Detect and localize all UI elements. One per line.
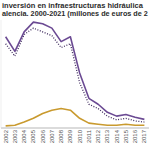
x-tick-label: 2013 bbox=[104, 129, 110, 143]
x-axis bbox=[1, 128, 149, 129]
chart: inversión en infraestructuras hidráulica… bbox=[0, 0, 150, 150]
series-line bbox=[6, 109, 145, 126]
y-axis bbox=[1, 20, 2, 128]
series-line bbox=[6, 22, 145, 119]
x-tick-label: 2016 bbox=[132, 129, 138, 143]
series-line bbox=[6, 28, 145, 122]
x-tick-label: 2006 bbox=[40, 129, 46, 143]
x-tick-label: 2007 bbox=[49, 129, 55, 143]
x-tick-label: 2010 bbox=[77, 129, 83, 143]
x-tick-label: 2008 bbox=[58, 129, 64, 143]
x-tick-label: 2005 bbox=[30, 129, 36, 143]
x-tick-label: 2017 bbox=[141, 129, 147, 143]
x-tick-label: 2015 bbox=[123, 129, 129, 143]
x-tick-label: 2004 bbox=[21, 129, 27, 143]
x-tick-label: 2014 bbox=[114, 129, 120, 143]
x-tick-label: 2012 bbox=[95, 129, 101, 143]
x-tick-label: 2011 bbox=[86, 129, 92, 143]
series-group bbox=[6, 22, 145, 126]
x-tick-label: 2009 bbox=[67, 129, 73, 143]
x-tick-label: 2002 bbox=[3, 129, 9, 143]
subtitle: alencia. 2000-2021 (millones de euros de… bbox=[2, 9, 148, 18]
x-tick-label: 2003 bbox=[12, 129, 18, 143]
